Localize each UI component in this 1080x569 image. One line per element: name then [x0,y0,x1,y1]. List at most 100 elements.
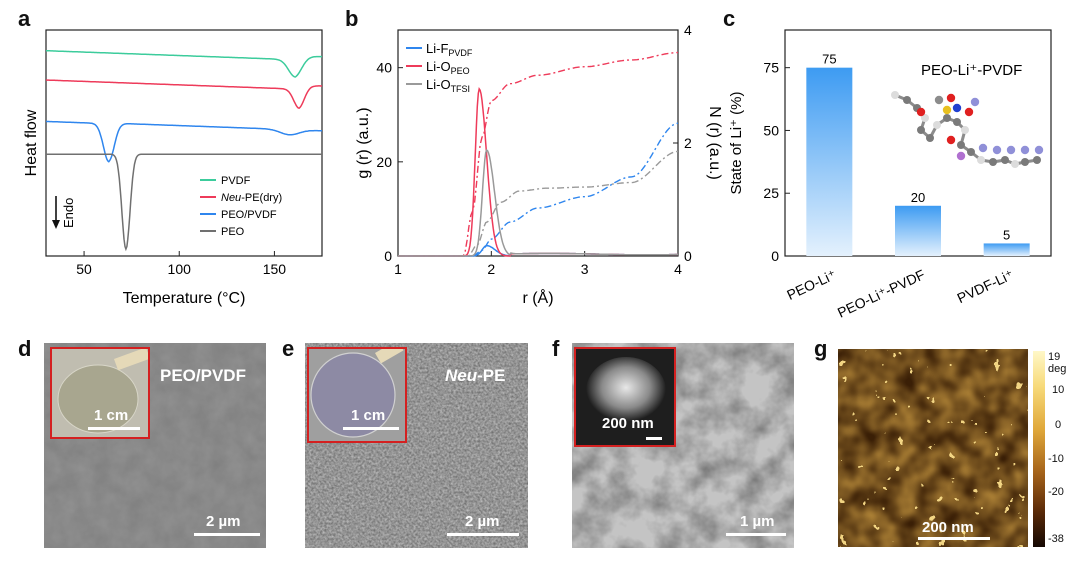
colorbar-tick-0: 0 [1055,419,1062,431]
chart-c-ytick-label: 0 [771,248,779,264]
molecule-atom [903,96,911,104]
inset-scale-bar-d [88,427,140,430]
chart-b-ytick-label: 20 [376,154,392,170]
chart-a-xtick-label: 50 [76,261,92,277]
molecule-atom [978,143,988,153]
molecule-illustration [891,91,1044,168]
title-suffix-e: -PE [477,366,506,385]
panel-label-b: b [345,6,359,31]
chart-b-g-line [398,87,678,257]
molecule-atom [970,97,980,107]
chart-b-legend: Li-FPVDF Li-OPEO Li-OTFSI [406,41,473,94]
afm-colorbar [1033,351,1045,547]
panel-label-a: a [18,6,31,31]
molecule-atom [1034,145,1044,155]
chart-c-ytick-label: 50 [763,122,779,138]
chart-b-y2label: N (r) (a.u.) [706,106,723,180]
micrograph-title-d: PEO/PVDF [160,366,246,385]
chart-a-dsc: 50 100 150 Heat flow Temperature (°C) Endo… [23,29,323,307]
legend-label-pvdf: PVDF [221,175,251,187]
molecule-atom [943,114,951,122]
sem-image-peo-pvdf: 1 cm PEO/PVDF 2 µm [44,343,266,548]
chart-c-bar-0 [806,67,853,257]
chart-a-xlabel: Temperature (°C) [123,290,246,307]
inset-tem-f: 200 nm [574,347,676,447]
film-photo-d [52,349,148,437]
molecule-atom [989,158,997,166]
chart-c-value-label: 20 [911,190,925,205]
tem-image: 200 nm 1 µm [572,343,794,548]
scale-label-d: 2 µm [206,513,241,530]
chart-b-y2tick-label: 4 [684,22,692,38]
panel-label-d: d [18,336,32,361]
scale-label-f: 1 µm [740,513,775,530]
molecule-atom [1021,158,1029,166]
chart-a-xtick-label: 100 [168,261,192,277]
chart-b-y2tick-label: 0 [684,248,692,264]
molecule-atom [917,126,925,134]
chart-c-category-label: PVDF-Li⁺ [955,266,1016,306]
panel-label-g: g [814,336,828,361]
colorbar-label-max: 19 deg [1048,351,1067,375]
scale-bar-d [194,533,260,536]
title-prefix-e: Neu [445,366,478,385]
endo-label: Endo [61,198,76,228]
chart-a-series-line [45,79,322,110]
legend-label-peo: PEO [221,226,245,238]
chart-a-ylabel: Heat flow [23,109,40,176]
scale-label-e: 2 µm [465,513,500,530]
chart-b-xtick-label: 1 [394,261,402,277]
molecule-atom [964,107,974,117]
inset-scale-label-f: 200 nm [602,415,654,432]
molecule-atom [1020,145,1030,155]
molecule-atom [891,91,899,99]
chart-a-xtick-label: 150 [263,261,287,277]
scale-bar-g [918,537,990,540]
chart-c-value-label: 75 [822,52,836,67]
molecule-atom [1033,156,1041,164]
colorbar-label-min: -38 [1048,533,1064,545]
scale-bar-f [726,533,786,536]
molecule-atom [992,145,1002,155]
endo-arrow-icon [52,220,60,229]
chart-c-bar: 0 25 50 75 75 PEO-Li⁺ 20 PEO-Li⁺-PVDF 5 PVDF-Li⁺… [728,29,1052,321]
molecule-atom [934,95,944,105]
molecule-atom [957,141,965,149]
molecule-atom [952,103,962,113]
molecule-atom [961,126,969,134]
colorbar-tick-minus10: -10 [1048,453,1064,465]
chart-b-y2tick-label: 2 [684,135,692,151]
colorbar-tick-10: 10 [1052,384,1065,396]
inset-scale-bar-e [343,427,399,430]
chart-c-ylabel: State of Li⁺ (%) [728,92,745,195]
panel-label-f: f [552,336,560,361]
scale-label-g: 200 nm [922,519,974,536]
molecule-atom [916,107,926,117]
chart-c-ytick-label: 25 [763,185,779,201]
chart-b-xtick-label: 2 [487,261,495,277]
legend-label-li-o-peo: Li-OPEO [426,59,470,76]
molecule-atom [1006,145,1016,155]
chart-b-xtick-label: 4 [674,261,682,277]
molecule-atom [921,114,929,122]
legend-label-li-f-pvdf: Li-FPVDF [426,41,473,58]
chart-a-legend: PVDF Neu-PE(dry) PEO/PVDF PEO [200,175,282,238]
panel-label-e: e [282,336,295,361]
inset-photo-d: 1 cm [50,347,150,439]
film-photo-e [309,349,405,441]
panel-label-c: c [723,6,736,31]
chart-a-series-line [45,120,323,163]
inset-scale-bar-f [646,437,662,440]
molecule-atom [967,148,975,156]
sem-image-neu-pe: 1 cm Neu-PE 2 µm [305,343,528,548]
molecule-atom [946,135,956,145]
molecule-atom [953,118,961,126]
chart-a-series-line [46,49,322,78]
afm-texture-g [838,349,1028,547]
afm-phase-image: 200 nm [838,349,1028,547]
chart-b-xtick-label: 3 [581,261,589,277]
chart-b-N-line [398,150,679,257]
chart-b-g-line [398,148,678,257]
chart-b-xlabel: r (Å) [522,288,553,307]
